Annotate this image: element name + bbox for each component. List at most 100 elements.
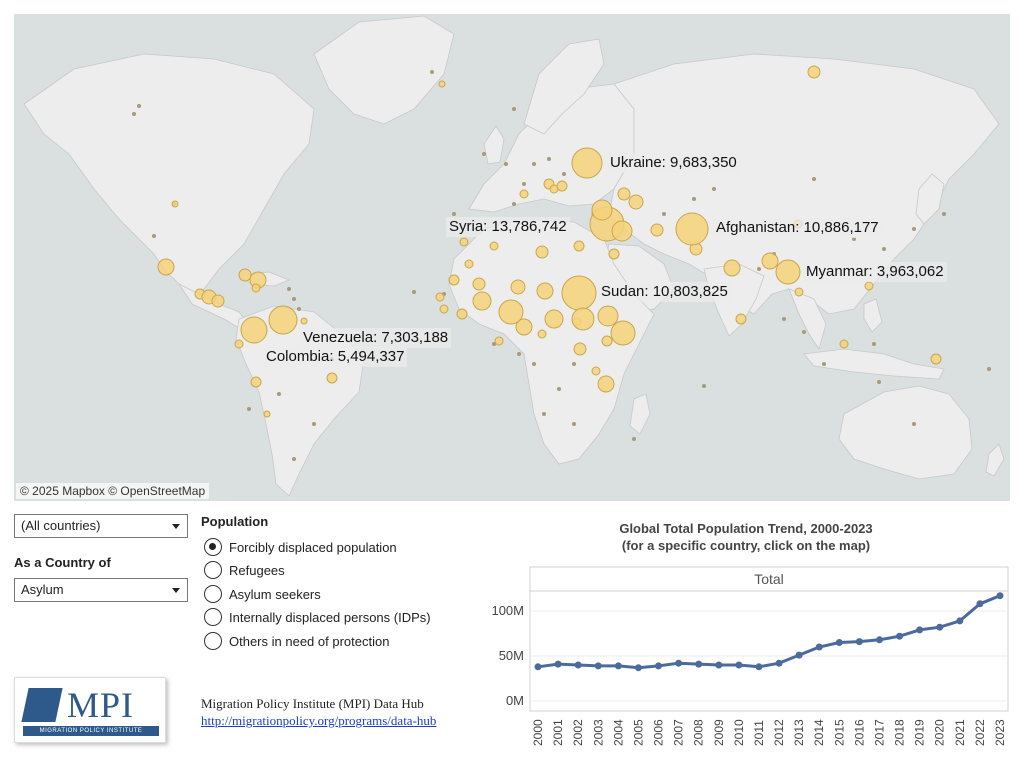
data-point-2011 xyxy=(755,663,763,671)
radio-button[interactable] xyxy=(204,561,222,579)
chevron-down-icon xyxy=(172,588,180,593)
bubble-south-sudan[interactable] xyxy=(571,307,595,331)
x-tick-label: 2011 xyxy=(752,720,766,746)
radio-label: Others in need of protection xyxy=(229,633,390,649)
radio-refugees[interactable]: Refugees xyxy=(204,560,285,580)
source-link[interactable]: http://migrationpolicy.org/programs/data… xyxy=(201,713,437,728)
country-of-label: As a Country of xyxy=(14,555,111,570)
x-tick-label: 2021 xyxy=(953,719,967,746)
land-greenland xyxy=(313,15,455,125)
bubble-drc[interactable] xyxy=(498,299,524,325)
x-tick-label: 2020 xyxy=(933,719,947,746)
y-tick-label: 0M xyxy=(506,693,524,708)
data-point-2019 xyxy=(916,626,924,634)
x-tick-label: 2018 xyxy=(893,719,907,746)
radio-asylum-seekers[interactable]: Asylum seekers xyxy=(204,584,321,604)
bubble-turkey[interactable] xyxy=(591,199,613,221)
land-japan xyxy=(915,173,945,225)
data-point-2009 xyxy=(715,661,723,669)
label-myanmar: Myanmar: 3,963,062 xyxy=(803,262,947,282)
radio-label: Forcibly displaced population xyxy=(229,539,397,555)
bubble-colombia[interactable] xyxy=(240,316,268,344)
radio-idps[interactable]: Internally displaced persons (IDPs) xyxy=(204,607,431,627)
source-title: Migration Policy Institute (MPI) Data Hu… xyxy=(201,696,424,711)
chart-gridlines xyxy=(530,610,1008,702)
data-point-2001 xyxy=(554,660,562,668)
x-tick-label: 2008 xyxy=(692,719,706,746)
data-point-2017 xyxy=(875,636,883,644)
bubble-somalia[interactable] xyxy=(610,320,636,346)
land-australia xyxy=(838,385,973,480)
x-tick-label: 2004 xyxy=(611,719,625,746)
map-attribution[interactable]: © 2025 Mapbox © OpenStreetMap xyxy=(16,483,210,499)
y-tick-label: 50M xyxy=(499,648,524,663)
x-tick-label: 2001 xyxy=(551,719,565,746)
map-canvas[interactable] xyxy=(14,14,1010,501)
x-tick-label: 2007 xyxy=(672,719,686,746)
radio-label: Asylum seekers xyxy=(229,586,321,602)
x-tick-label: 2023 xyxy=(993,719,1007,746)
land-se-asia xyxy=(788,288,827,350)
x-tick-label: 2019 xyxy=(913,719,927,746)
y-tick-label: 100M xyxy=(491,603,524,618)
mpi-logo-text: MPI xyxy=(67,685,135,725)
land-north-america xyxy=(23,53,315,297)
x-tick-label: 2010 xyxy=(732,719,746,746)
chart-points[interactable] xyxy=(534,592,1004,672)
x-tick-label: 2015 xyxy=(832,719,846,746)
mpi-logo-subtitle: MIGRATION POLICY INSTITUTE xyxy=(23,726,159,736)
bubble-nigeria[interactable] xyxy=(472,291,492,311)
x-tick-label: 2022 xyxy=(973,719,987,746)
radio-forcibly-displaced[interactable]: Forcibly displaced population xyxy=(204,537,397,557)
chart-x-ticks: 2000 2001 2002 2003 2004 2005 2006 2007 2008 2009… xyxy=(531,719,1007,746)
land-scandinavia xyxy=(523,38,605,135)
data-point-2005 xyxy=(634,664,642,672)
radio-button-selected[interactable] xyxy=(204,538,222,556)
small-bubbles[interactable] xyxy=(157,65,942,418)
bubble-iran[interactable] xyxy=(611,220,633,242)
radio-button[interactable] xyxy=(204,632,222,650)
bubble-venezuela[interactable] xyxy=(268,305,298,335)
label-venezuela: Venezuela: 7,303,188 xyxy=(300,328,452,348)
radio-button[interactable] xyxy=(204,608,222,626)
data-point-2006 xyxy=(655,662,663,670)
world-map[interactable]: Ukraine: 9,683,350 Syria: 13,786,742 Afg… xyxy=(14,14,1010,501)
label-colombia: Colombia: 5,494,337 xyxy=(263,347,408,367)
land-philippines xyxy=(863,298,883,333)
land-madagascar xyxy=(629,393,651,435)
chart-plot-area xyxy=(529,590,1009,712)
land-uk xyxy=(483,125,505,165)
radio-others[interactable]: Others in need of protection xyxy=(204,631,389,651)
population-label: Population xyxy=(201,514,269,529)
bubble-ethiopia[interactable] xyxy=(597,305,619,327)
data-point-2004 xyxy=(614,662,622,670)
chart-panel-header xyxy=(529,566,1009,592)
bubble-sudan[interactable] xyxy=(561,275,597,311)
country-select-value: (All countries) xyxy=(21,518,101,533)
country-of-select-value: Asylum xyxy=(21,582,64,597)
data-point-2007 xyxy=(675,659,683,667)
chevron-down-icon xyxy=(172,524,180,529)
x-tick-label: 2014 xyxy=(812,719,826,746)
data-point-2022 xyxy=(976,600,984,608)
data-point-2020 xyxy=(936,623,944,631)
x-tick-label: 2005 xyxy=(631,719,645,746)
country-of-select[interactable]: Asylum xyxy=(14,578,188,602)
radio-button[interactable] xyxy=(204,585,222,603)
data-point-2012 xyxy=(775,659,783,667)
bubble-ukraine[interactable] xyxy=(571,147,603,179)
chart-panel-header-label: Total xyxy=(754,571,784,587)
x-tick-label: 2000 xyxy=(531,719,545,746)
country-select[interactable]: (All countries) xyxy=(14,514,188,538)
data-point-2013 xyxy=(795,651,803,659)
mpi-logo-mark-icon xyxy=(21,688,63,722)
data-point-2023 xyxy=(996,592,1004,600)
chart-title-line2: (for a specific country, click on the ma… xyxy=(621,538,871,553)
trend-chart[interactable]: Total 0M 50M 100M 2000 2001 2002 2003 2004 2005… xyxy=(470,565,1020,750)
radio-label: Refugees xyxy=(229,562,285,578)
data-point-2016 xyxy=(855,638,863,646)
minor-country-dots xyxy=(132,70,991,461)
bubble-afghanistan[interactable] xyxy=(675,212,709,246)
x-tick-label: 2003 xyxy=(591,719,605,746)
bubble-myanmar[interactable] xyxy=(775,259,801,285)
